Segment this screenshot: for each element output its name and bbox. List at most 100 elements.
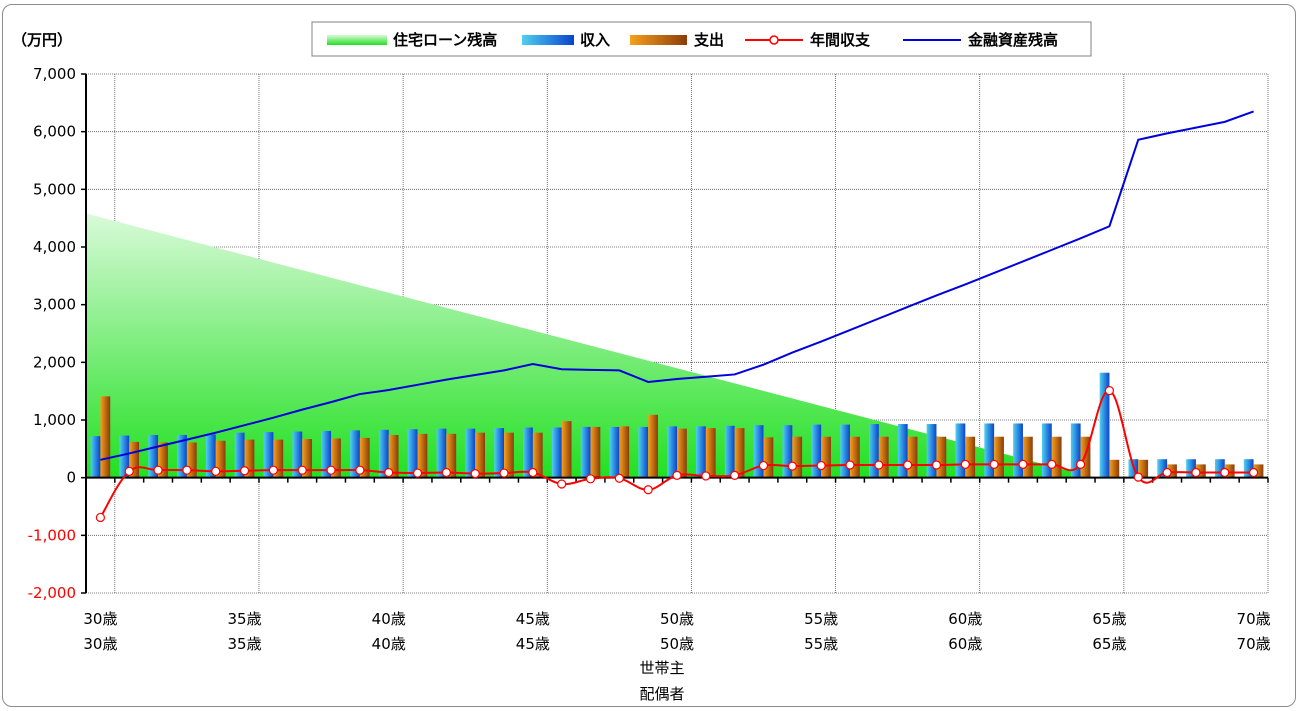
income-bar <box>551 427 562 478</box>
expense-bar <box>158 442 168 478</box>
annual-balance-point <box>585 474 596 484</box>
legend-label-loan: 住宅ローン残高 <box>393 31 497 49</box>
annual-balance-point <box>903 460 913 470</box>
income-bar <box>119 435 130 478</box>
annual-balance-point <box>557 479 567 489</box>
income-bar <box>494 428 505 478</box>
expense-bar <box>504 432 514 478</box>
annual-balance-point <box>384 467 394 478</box>
y-tick-label: 1,000 <box>33 411 76 429</box>
annual-balance-point <box>1018 459 1028 470</box>
income-bar <box>897 424 908 478</box>
expense-bar <box>1051 436 1062 478</box>
x-tick-label-spouse: 50歳 <box>660 635 694 653</box>
annual-balance-point <box>499 468 509 478</box>
income-bar <box>234 432 245 478</box>
annual-balance-point <box>874 460 884 470</box>
annual-balance-point <box>268 465 278 475</box>
expense-bar <box>705 428 716 478</box>
annual-balance-point <box>1191 467 1201 478</box>
expense-bar <box>273 439 284 478</box>
annual-balance-point <box>412 468 423 478</box>
expense-bar <box>1195 464 1206 478</box>
loan-area-layer <box>86 213 1096 478</box>
expense-bar <box>302 439 313 478</box>
income-bar <box>436 428 447 478</box>
expense-bar <box>677 428 687 478</box>
expense-bar <box>100 396 111 478</box>
expense-bar <box>244 439 255 478</box>
x-tick-label-spouse: 60歳 <box>948 635 982 653</box>
x-tick-label-householder: 40歳 <box>372 610 406 628</box>
expense-bar <box>734 428 745 478</box>
expense-bar <box>1109 459 1120 478</box>
expense-bar <box>417 433 428 478</box>
x-tick-label-householder: 70歳 <box>1237 610 1271 628</box>
expense-bar <box>849 436 860 478</box>
annual-balance-point <box>1248 467 1259 478</box>
expense-bar <box>878 436 889 478</box>
income-bar <box>350 430 360 478</box>
income-bar <box>782 425 793 478</box>
x-tick-label-householder: 55歳 <box>804 610 838 628</box>
income-bar <box>407 429 418 478</box>
x-tick-label-householder: 35歳 <box>228 610 262 628</box>
expense-bar <box>792 436 803 478</box>
expense-bar <box>532 432 543 478</box>
x-tick-label-householder: 45歳 <box>516 610 550 628</box>
annual-balance-point <box>931 460 942 470</box>
expense-bar <box>1138 459 1149 478</box>
annual-balance-point <box>297 465 307 475</box>
x-tick-label-spouse: 45歳 <box>516 635 550 653</box>
legend-label-assets: 金融資産残高 <box>967 31 1058 49</box>
y-tick-label: -1,000 <box>28 526 76 544</box>
expense-bar <box>1224 464 1235 478</box>
income-bar <box>1157 459 1168 478</box>
x-axis-label-spouse: 配偶者 <box>639 685 684 703</box>
annual-balance-point <box>528 467 538 478</box>
annual-balance-point <box>239 466 250 476</box>
expense-bar <box>1022 436 1033 478</box>
income-bar <box>811 424 822 478</box>
expense-bar <box>907 436 918 478</box>
expense-bar <box>1253 464 1264 478</box>
income-bar <box>523 427 533 478</box>
income-bar <box>205 434 216 478</box>
annual-balance-point <box>816 460 826 471</box>
income-bar <box>609 426 620 478</box>
x-tick-labels: 30歳 30歳 35歳 35歳 40歳 40歳 45歳 45歳 50歳 50歳 55歳 55歳 60歳 6… <box>83 610 1270 653</box>
legend: 住宅ローン残高 収入 支出 年間収支 金融資産残高 <box>311 21 1092 57</box>
income-bar <box>955 423 966 478</box>
expense-bar <box>619 426 630 478</box>
expense-bar <box>359 437 370 478</box>
y-tick-label: 4,000 <box>33 238 76 256</box>
expense-bar <box>965 436 976 478</box>
income-bar <box>465 428 476 478</box>
x-tick-label-spouse: 70歳 <box>1237 635 1271 653</box>
legend-swatch-loan <box>327 35 387 45</box>
annual-balance-point <box>441 467 451 478</box>
annual-balance-point <box>1162 467 1172 478</box>
legend-swatch-income <box>522 35 574 45</box>
annual-balance-point <box>211 466 221 476</box>
annual-balance-point <box>1220 467 1230 478</box>
y-tick-label: 3,000 <box>33 296 76 314</box>
assets-line <box>100 110 1254 461</box>
x-tick-label-spouse: 35歳 <box>228 635 262 653</box>
annual-balance-point <box>1047 459 1057 470</box>
income-bar <box>1013 423 1023 478</box>
annual-balance-point <box>672 470 682 480</box>
legend-box <box>311 21 1092 57</box>
income-bar <box>1243 459 1254 478</box>
income-bar <box>696 426 706 478</box>
income-bar <box>148 434 159 478</box>
income-bar <box>869 424 879 478</box>
annual-balance-point <box>326 465 336 475</box>
legend-label-income: 収入 <box>580 31 610 49</box>
y-tick-label: -2,000 <box>28 584 76 602</box>
income-bar <box>263 432 274 478</box>
expense-bar <box>1080 436 1091 478</box>
expense-bar <box>561 421 572 478</box>
expense-bar <box>936 436 947 478</box>
